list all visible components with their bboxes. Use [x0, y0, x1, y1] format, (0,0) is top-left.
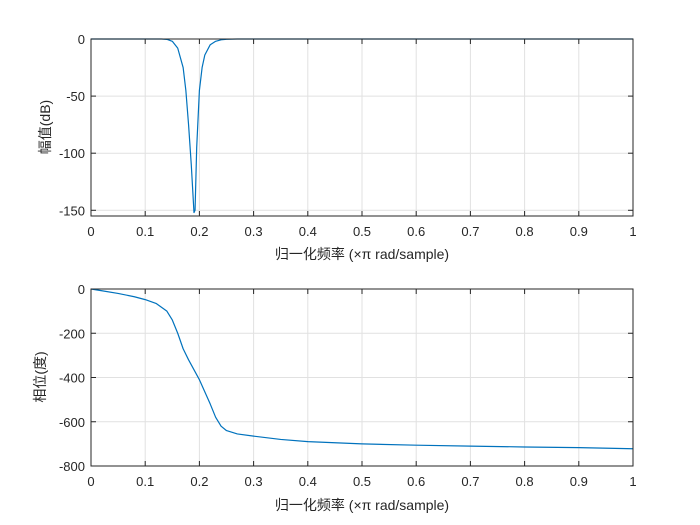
- phase-y-tick-label: -200: [59, 326, 85, 341]
- phase-series-line: [90, 288, 634, 450]
- magnitude-x-tick-label: 1: [629, 224, 636, 239]
- phase-xlabel: 归一化频率 (×π rad/sample): [275, 497, 449, 513]
- phase-x-tick-label: 0.4: [299, 474, 317, 489]
- phase-x-tick-label: 0.2: [190, 474, 208, 489]
- magnitude-y-tick-label: -150: [59, 203, 85, 218]
- phase-x-tick-label: 0.1: [136, 474, 154, 489]
- phase-x-tick-label: 0.8: [516, 474, 534, 489]
- magnitude-x-tick-label: 0.1: [136, 224, 154, 239]
- phase-x-tick-label: 0.6: [407, 474, 425, 489]
- magnitude-x-tick-label: 0.5: [353, 224, 371, 239]
- magnitude-x-tick-label: 0.6: [407, 224, 425, 239]
- magnitude-y-tick-label: -50: [66, 89, 85, 104]
- phase-ylabel: 相位(度): [32, 351, 48, 402]
- magnitude-x-tick-label: 0.4: [299, 224, 317, 239]
- magnitude-plot: 归一化频率 (×π rad/sample) 幅值(dB) 0 0.1 0.2 0.3 0…: [37, 32, 637, 262]
- magnitude-x-tick-label: 0: [87, 224, 94, 239]
- magnitude-ylabel: 幅值(dB): [37, 100, 53, 154]
- phase-y-tick-label: -600: [59, 415, 85, 430]
- magnitude-y-tick-label: -100: [59, 146, 85, 161]
- magnitude-x-tick-label: 0.3: [245, 224, 263, 239]
- magnitude-y-tick-label: 0: [78, 32, 85, 47]
- phase-x-tick-label: 0.7: [461, 474, 479, 489]
- magnitude-xlabel: 归一化频率 (×π rad/sample): [275, 246, 449, 262]
- magnitude-x-tick-label: 0.2: [190, 224, 208, 239]
- phase-y-tick-label: -400: [59, 371, 85, 386]
- magnitude-x-tick-label: 0.9: [570, 224, 588, 239]
- phase-x-tick-label: 0.5: [353, 474, 371, 489]
- phase-x-tick-label: 0.9: [570, 474, 588, 489]
- phase-plot: 归一化频率 (×π rad/sample) 相位(度) 0 0.1 0.2 0.3 0.…: [32, 282, 637, 513]
- phase-x-tick-label: 0: [87, 474, 94, 489]
- phase-y-tick-label: -800: [59, 459, 85, 474]
- phase-y-tick-label: 0: [78, 282, 85, 297]
- phase-x-tick-label: 0.3: [245, 474, 263, 489]
- magnitude-x-tick-label: 0.7: [461, 224, 479, 239]
- magnitude-x-tick-label: 0.8: [516, 224, 534, 239]
- phase-x-tick-label: 1: [629, 474, 636, 489]
